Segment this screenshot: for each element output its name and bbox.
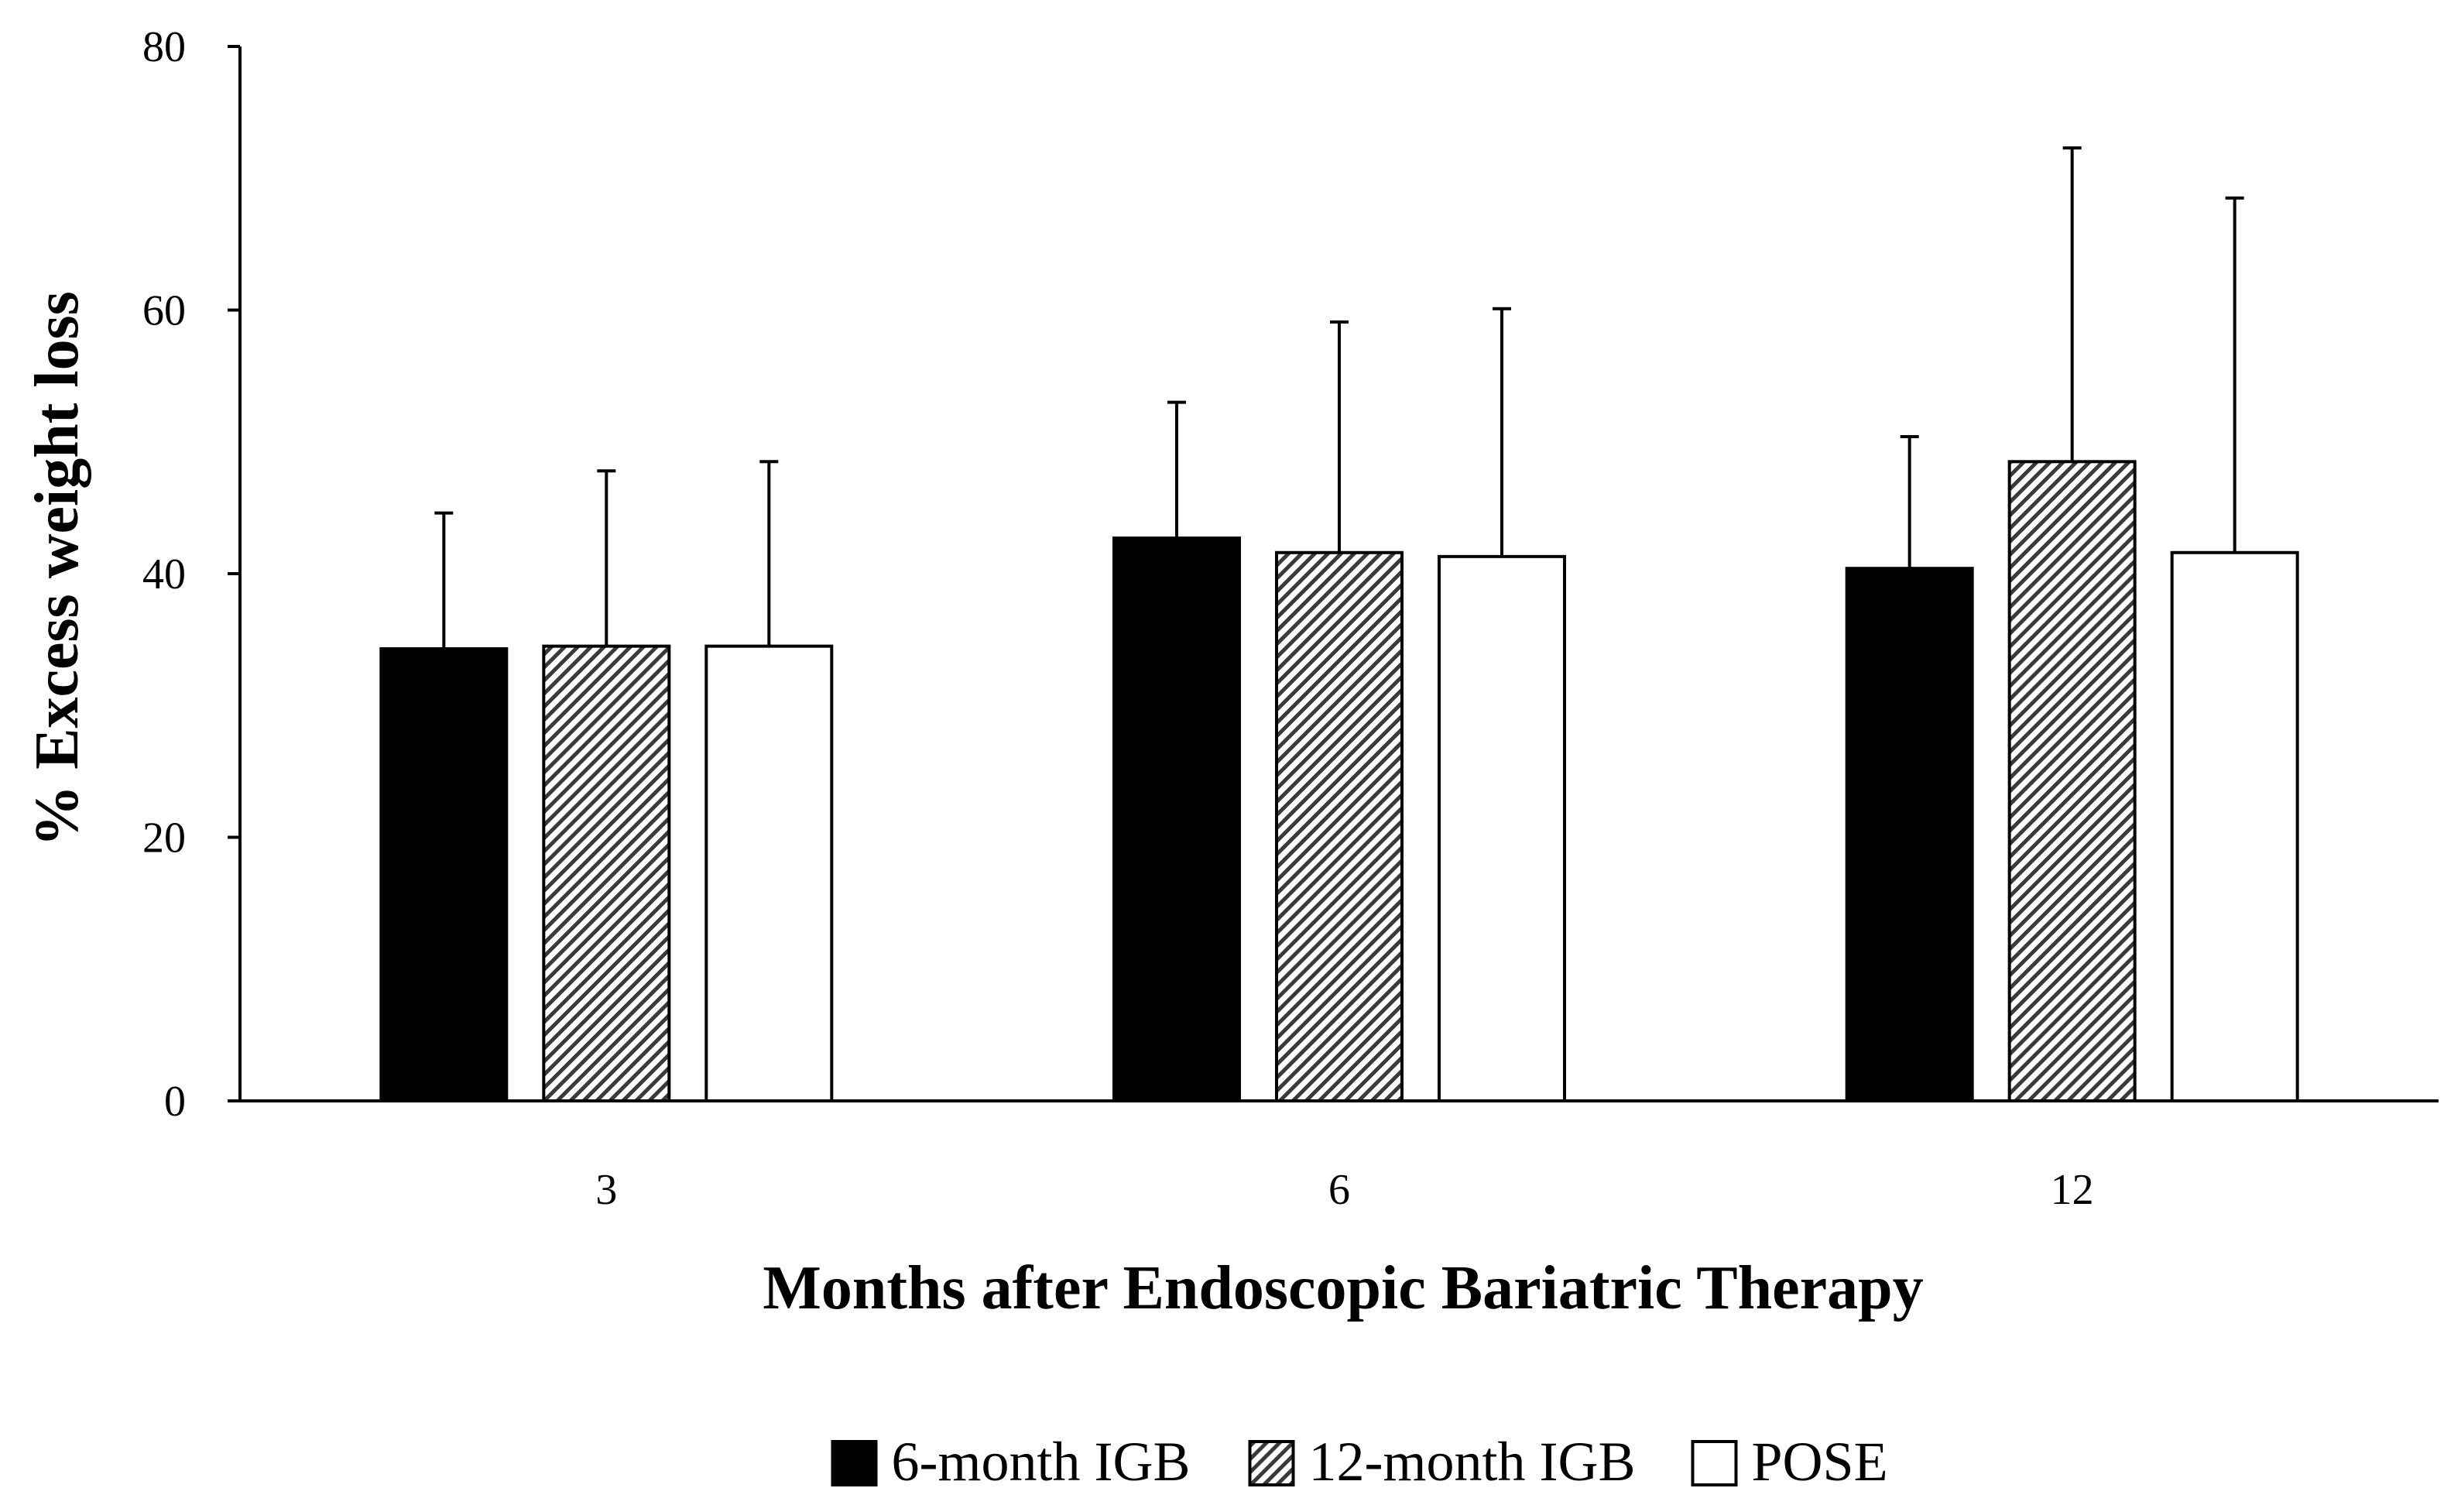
error-bars-group [434, 146, 2244, 650]
bar-6-month-igb-6 [1112, 537, 1241, 1102]
y-tick-label: 60 [142, 287, 186, 335]
y-tick-label: 0 [164, 1078, 186, 1126]
y-ticks-group: 0 20 40 60 80 [142, 23, 240, 1126]
y-axis-title: % Excess weight loss [23, 291, 91, 847]
x-tick-label: 12 [2051, 1166, 2094, 1214]
bar-12-month-igb-12 [2007, 460, 2137, 1102]
y-tick-label: 80 [142, 23, 186, 71]
x-tick-label: 3 [595, 1166, 617, 1214]
legend: 6-month IGB 12-month IGB POSE [831, 1431, 1888, 1493]
bar-12-month-igb-3 [542, 644, 671, 1102]
legend-swatch [831, 1440, 878, 1486]
bar-12-month-igb-6 [1275, 550, 1404, 1102]
y-tick-label: 40 [142, 550, 186, 598]
x-axis-title: Months after Endoscopic Bariatric Therap… [763, 1254, 1923, 1322]
bar-pose-3 [704, 644, 834, 1102]
bars-group [379, 460, 2299, 1102]
legend-label: 6-month IGB [892, 1431, 1191, 1493]
x-ticks-group: 3 6 12 [595, 1166, 2093, 1214]
legend-label: POSE [1752, 1431, 1888, 1493]
bar-pose-6 [1438, 554, 1566, 1102]
legend-label: 12-month IGB [1309, 1431, 1636, 1493]
y-tick-label: 20 [142, 814, 186, 862]
legend-swatch [1691, 1440, 1738, 1486]
x-tick-label: 6 [1328, 1166, 1350, 1214]
legend-swatch [1248, 1440, 1295, 1486]
bar-6-month-igb-3 [379, 647, 509, 1102]
bar-6-month-igb-12 [1845, 567, 1974, 1102]
bar-pose-12 [2170, 550, 2299, 1102]
